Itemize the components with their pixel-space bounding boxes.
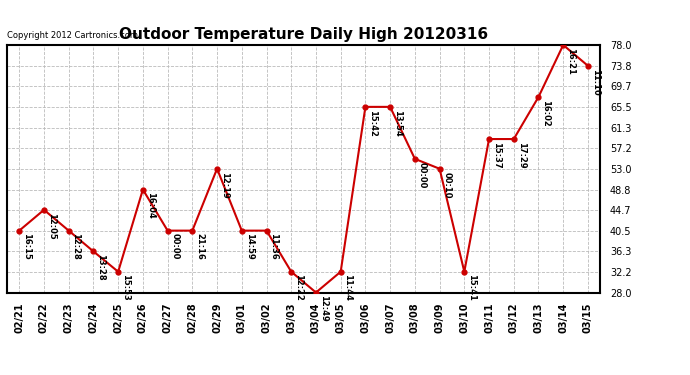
Text: 16:15: 16:15 (22, 233, 31, 260)
Text: Copyright 2012 Cartronics.com: Copyright 2012 Cartronics.com (7, 30, 138, 39)
Title: Outdoor Temperature Daily High 20120316: Outdoor Temperature Daily High 20120316 (119, 27, 488, 42)
Text: 00:00: 00:00 (417, 162, 426, 188)
Text: 11:10: 11:10 (591, 69, 600, 95)
Text: 00:10: 00:10 (442, 171, 451, 198)
Text: 00:00: 00:00 (170, 233, 179, 260)
Text: 14:59: 14:59 (244, 233, 253, 260)
Text: 12:22: 12:22 (294, 274, 303, 302)
Text: 17:29: 17:29 (517, 142, 526, 168)
Text: 15:41: 15:41 (467, 274, 476, 302)
Text: 11:36: 11:36 (269, 233, 278, 260)
Text: 15:42: 15:42 (368, 110, 377, 136)
Text: 16:02: 16:02 (541, 100, 550, 126)
Text: 15:53: 15:53 (121, 274, 130, 301)
Text: 13:54: 13:54 (393, 110, 402, 136)
Text: 16:21: 16:21 (566, 48, 575, 75)
Text: 12:49: 12:49 (319, 295, 328, 322)
Text: 12:05: 12:05 (47, 213, 56, 239)
Text: 15:37: 15:37 (492, 142, 501, 168)
Text: 12:19: 12:19 (220, 171, 229, 198)
Text: 13:28: 13:28 (96, 254, 105, 281)
Text: 11:44: 11:44 (344, 274, 353, 302)
Text: 21:16: 21:16 (195, 233, 204, 260)
Text: 16:04: 16:04 (146, 192, 155, 219)
Text: 12:28: 12:28 (72, 233, 81, 260)
